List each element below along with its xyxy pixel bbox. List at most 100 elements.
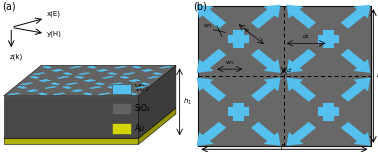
- Text: SiO₂: SiO₂: [135, 104, 151, 113]
- Polygon shape: [69, 66, 82, 69]
- Polygon shape: [4, 96, 138, 138]
- Polygon shape: [4, 65, 176, 96]
- Polygon shape: [341, 78, 370, 102]
- Polygon shape: [110, 83, 123, 85]
- Polygon shape: [74, 90, 81, 92]
- Polygon shape: [18, 86, 27, 89]
- Text: $d_1$: $d_1$: [302, 33, 310, 41]
- Polygon shape: [29, 90, 36, 92]
- Polygon shape: [53, 93, 65, 95]
- Polygon shape: [197, 5, 226, 29]
- Polygon shape: [341, 122, 370, 146]
- Polygon shape: [43, 66, 52, 69]
- Polygon shape: [4, 108, 176, 138]
- Text: (b): (b): [193, 2, 207, 12]
- Polygon shape: [228, 107, 249, 116]
- Text: (a): (a): [2, 2, 15, 12]
- Polygon shape: [323, 103, 334, 121]
- Polygon shape: [134, 86, 147, 89]
- Text: z(k): z(k): [9, 53, 23, 60]
- Polygon shape: [63, 72, 72, 75]
- Polygon shape: [122, 72, 135, 75]
- Text: $w_1$: $w_1$: [203, 22, 213, 30]
- Polygon shape: [50, 83, 60, 85]
- Polygon shape: [107, 86, 117, 89]
- Text: $w_2$: $w_2$: [225, 59, 234, 67]
- Polygon shape: [107, 72, 117, 75]
- Polygon shape: [318, 107, 339, 116]
- Polygon shape: [96, 70, 108, 71]
- Text: $d$: $d$: [286, 66, 292, 74]
- Polygon shape: [89, 86, 102, 89]
- Polygon shape: [8, 93, 20, 95]
- Polygon shape: [127, 93, 137, 95]
- Polygon shape: [57, 76, 70, 79]
- Polygon shape: [82, 93, 92, 95]
- Polygon shape: [77, 72, 90, 75]
- Polygon shape: [251, 49, 280, 73]
- Polygon shape: [102, 76, 115, 79]
- Polygon shape: [318, 35, 339, 43]
- Polygon shape: [75, 76, 85, 79]
- Polygon shape: [140, 83, 150, 85]
- Polygon shape: [287, 78, 316, 102]
- Polygon shape: [120, 76, 130, 79]
- Text: $P_1$: $P_1$: [376, 71, 378, 81]
- Polygon shape: [341, 49, 370, 73]
- Text: Au: Au: [135, 124, 145, 133]
- Text: y(H): y(H): [47, 30, 62, 37]
- Polygon shape: [228, 35, 249, 43]
- Polygon shape: [251, 78, 280, 102]
- Bar: [112, 103, 131, 114]
- Polygon shape: [341, 5, 370, 29]
- Polygon shape: [65, 83, 78, 85]
- Polygon shape: [132, 66, 142, 69]
- Polygon shape: [33, 72, 45, 75]
- Polygon shape: [287, 49, 316, 73]
- Polygon shape: [197, 49, 226, 73]
- Polygon shape: [233, 103, 244, 121]
- Polygon shape: [251, 5, 280, 29]
- Polygon shape: [86, 79, 93, 82]
- Polygon shape: [38, 93, 47, 95]
- Polygon shape: [251, 122, 280, 146]
- Polygon shape: [20, 83, 33, 85]
- Polygon shape: [323, 30, 334, 48]
- Polygon shape: [138, 65, 176, 138]
- Polygon shape: [197, 122, 226, 146]
- Polygon shape: [62, 86, 72, 89]
- Polygon shape: [39, 80, 51, 81]
- Text: $h_1$: $h_1$: [183, 97, 192, 107]
- Text: $P$: $P$: [280, 142, 287, 151]
- Polygon shape: [99, 69, 106, 72]
- Polygon shape: [159, 66, 172, 69]
- Polygon shape: [98, 93, 110, 95]
- Polygon shape: [44, 86, 57, 89]
- Polygon shape: [152, 72, 162, 75]
- Text: $l_1$: $l_1$: [243, 24, 253, 35]
- Bar: [112, 84, 131, 94]
- Polygon shape: [138, 108, 176, 144]
- Text: x(E): x(E): [47, 11, 61, 17]
- Polygon shape: [233, 30, 244, 48]
- Text: VO₂: VO₂: [135, 84, 149, 93]
- Polygon shape: [287, 5, 316, 29]
- Polygon shape: [71, 90, 83, 91]
- Polygon shape: [287, 122, 316, 146]
- Polygon shape: [144, 69, 151, 72]
- Polygon shape: [84, 80, 96, 81]
- Polygon shape: [119, 90, 126, 92]
- Polygon shape: [197, 78, 226, 102]
- Polygon shape: [54, 69, 61, 72]
- Polygon shape: [4, 138, 138, 144]
- Polygon shape: [116, 90, 128, 91]
- Polygon shape: [87, 66, 97, 69]
- Polygon shape: [131, 79, 138, 82]
- Polygon shape: [30, 76, 40, 79]
- Polygon shape: [26, 90, 39, 91]
- Polygon shape: [41, 79, 48, 82]
- Polygon shape: [114, 66, 127, 69]
- Polygon shape: [51, 70, 64, 71]
- Polygon shape: [141, 70, 153, 71]
- Polygon shape: [95, 83, 105, 85]
